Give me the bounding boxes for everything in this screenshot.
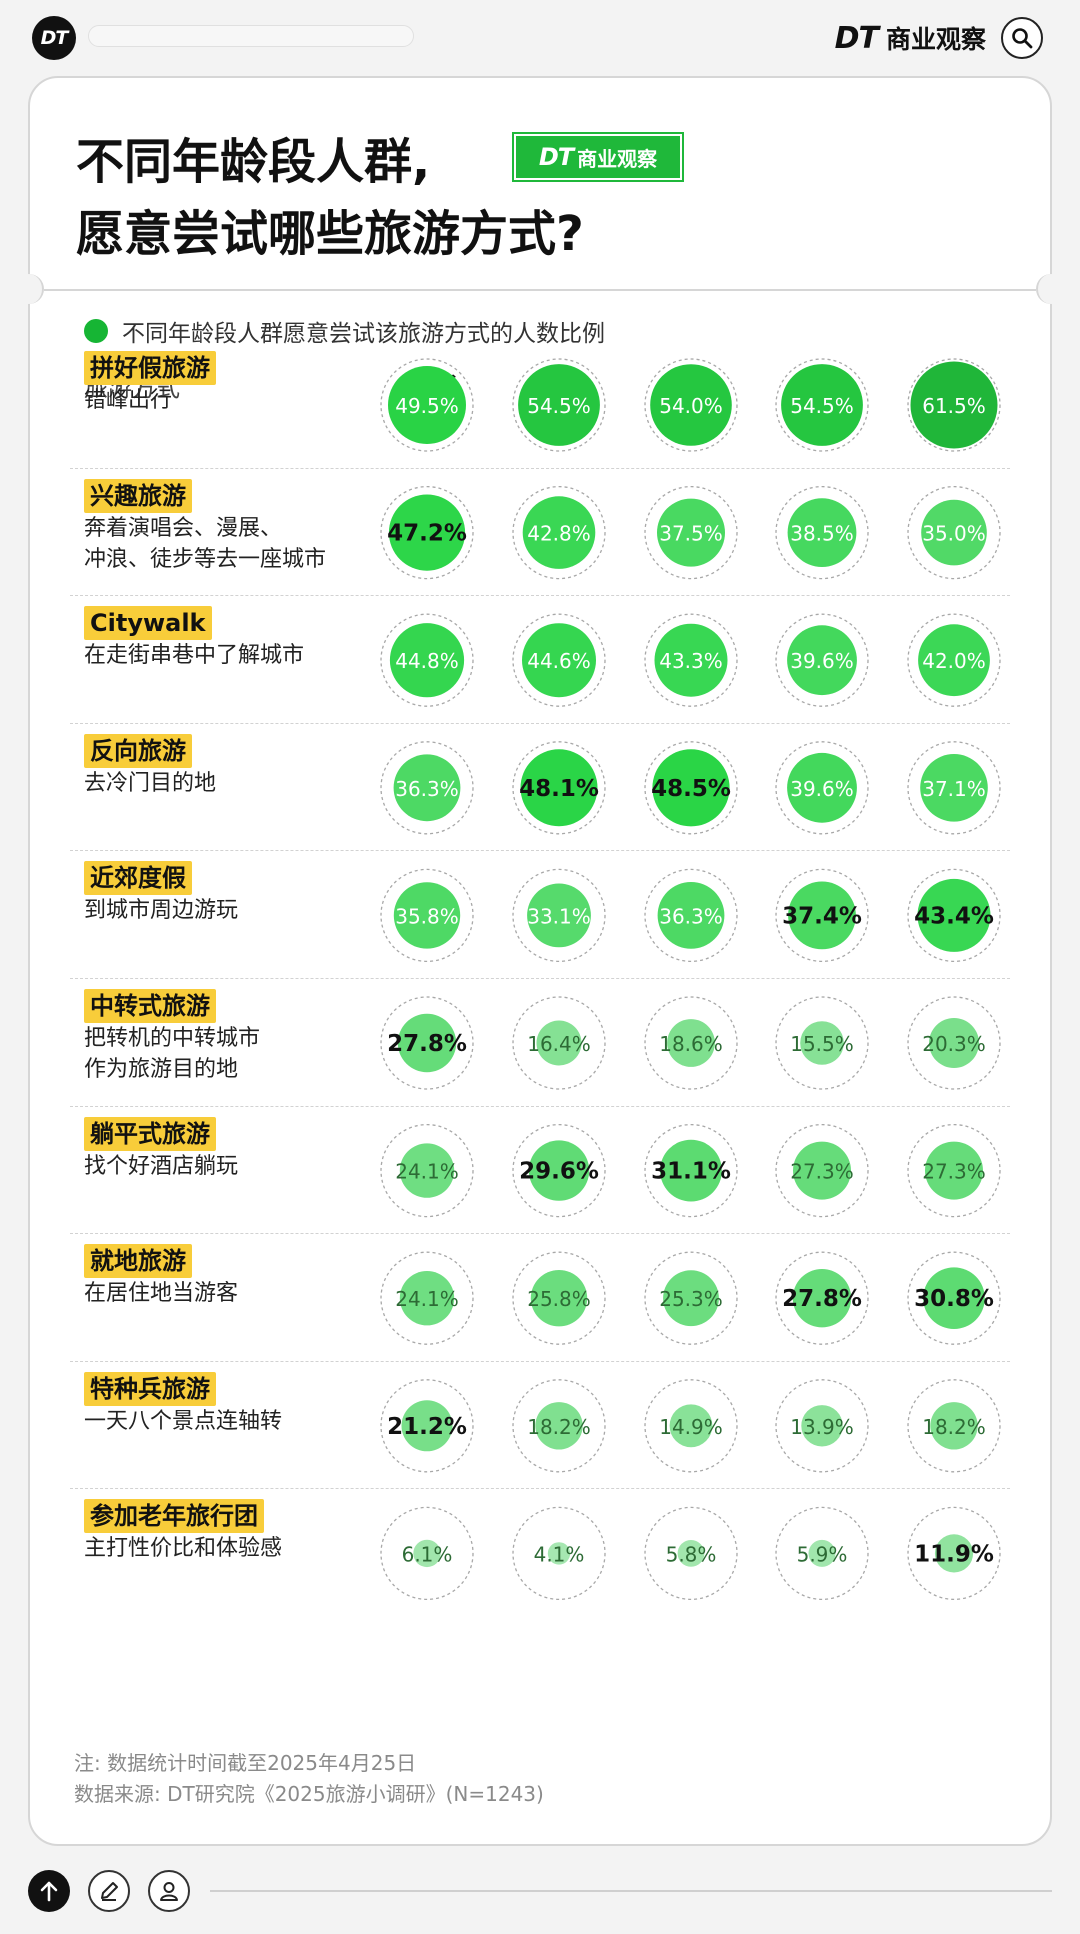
travel-type-label: 兴趣旅游: [84, 478, 192, 513]
travel-type-label: 中转式旅游: [84, 989, 216, 1023]
travel-type-description: 一天八个景点连轴转: [84, 1408, 283, 1434]
row-divider: [70, 722, 1010, 724]
travel-type-description: 在走街串巷中了解城市: [84, 643, 305, 669]
travel-type-description: 到城市周边游玩: [84, 898, 239, 924]
brand-name: 商业观察: [885, 25, 986, 54]
travel-type-label: 拼好假旅游: [84, 351, 216, 385]
page-title: 不同年龄段人群, 愿意尝试哪些旅游方式?: [76, 126, 776, 270]
top-bar: DT DT 商业观察: [0, 0, 1080, 74]
travel-type-label: 近郊度假: [84, 861, 192, 896]
travel-type-description: 在居住地当游客: [84, 1281, 239, 1307]
row-divider: [70, 467, 1010, 469]
table-row: 兴趣旅游 奔着演唱会、漫展、 冲浪、徒步等去一座城市: [70, 469, 1010, 597]
note-source: 数据来源: DT研究院《2025旅游小调研》(N=1243): [74, 1782, 544, 1806]
row-divider: [70, 1360, 1010, 1362]
travel-type-label: 躺平式旅游: [84, 1116, 216, 1151]
brand-dt-logo: DT: [834, 20, 879, 56]
travel-type-label: Citywalk: [84, 606, 212, 641]
legend: 不同年龄段人群愿意尝试该旅游方式的人数比例: [84, 314, 605, 348]
card-notch-left: [14, 274, 44, 304]
travel-type-description: 错峰出行: [84, 388, 173, 413]
brand: DT 商业观察: [835, 20, 986, 56]
travel-type-description: 主打性价比和体验感: [84, 1536, 283, 1562]
bottom-bar: [0, 1860, 1080, 1934]
card-notch-right: [1036, 274, 1066, 304]
profile-button[interactable]: [148, 1870, 190, 1912]
table-row: 中转式旅游 把转机的中转城市 作为旅游目的地: [70, 979, 1010, 1107]
row-divider: [70, 1233, 1010, 1235]
title-brand-badge: DT 商业观察: [512, 132, 684, 182]
title-line-2: 愿意尝试哪些旅游方式?: [76, 206, 584, 262]
legend-text: 不同年龄段人群愿意尝试该旅游方式的人数比例: [122, 321, 605, 347]
dt-logo[interactable]: DT: [32, 16, 76, 60]
travel-type-description: 去冷门目的地: [84, 770, 217, 796]
travel-type-label: 特种兵旅游: [84, 1371, 216, 1406]
top-placeholder-bar: [88, 25, 414, 47]
row-divider: [70, 595, 1010, 597]
badge-brand-name: 商业观察: [577, 146, 658, 171]
legend-dot: [84, 319, 108, 343]
table-row: 反向旅游 去冷门目的地: [70, 724, 1010, 852]
table-row: 就地旅游 在居住地当游客: [70, 1234, 1010, 1362]
table-row: 参加老年旅行团 主打性价比和体验感: [70, 1489, 1010, 1617]
table-row: 特种兵旅游 一天八个景点连轴转: [70, 1362, 1010, 1490]
infographic-card: 不同年龄段人群, 愿意尝试哪些旅游方式? DT 商业观察 不同年龄段人群愿意尝试…: [14, 76, 1066, 1846]
footnotes: 注: 数据统计时间截至2025年4月25日 数据来源: DT研究院《2025旅游…: [74, 1748, 544, 1810]
title-line-1: 不同年龄段人群,: [76, 134, 431, 190]
row-divider: [70, 977, 1010, 979]
row-divider: [70, 850, 1010, 852]
travel-type-label: 反向旅游: [84, 733, 192, 768]
badge-dt-logo: DT: [538, 143, 574, 171]
bottom-divider: [210, 1890, 1052, 1892]
note-date: 注: 数据统计时间截至2025年4月25日: [74, 1751, 417, 1775]
travel-type-description: 把转机的中转城市 作为旅游目的地: [84, 1026, 261, 1082]
edit-button[interactable]: [88, 1870, 130, 1912]
search-icon: [1012, 28, 1033, 49]
table-row: 拼好假旅游 错峰出行: [70, 341, 1010, 469]
travel-type-description: 奔着演唱会、漫展、 冲浪、徒步等去一座城市: [84, 515, 327, 572]
travel-type-description: 找个好酒店躺玩: [84, 1153, 239, 1179]
travel-type-label: 就地旅游: [84, 1244, 192, 1279]
arrow-up-icon: [40, 1881, 58, 1902]
scroll-top-button[interactable]: [28, 1870, 70, 1912]
table-row: 近郊度假 到城市周边游玩: [70, 851, 1010, 979]
travel-type-label: 参加老年旅行团: [84, 1499, 264, 1534]
row-divider: [70, 1105, 1010, 1107]
user-icon: [160, 1882, 178, 1901]
card-divider: [44, 289, 1036, 291]
table-row: Citywalk 在走街串巷中了解城市: [70, 596, 1010, 724]
pencil-icon: [101, 1882, 118, 1901]
search-button[interactable]: [1001, 17, 1043, 59]
table-row: 躺平式旅游 找个好酒店躺玩: [70, 1107, 1010, 1235]
row-divider: [70, 1488, 1010, 1490]
